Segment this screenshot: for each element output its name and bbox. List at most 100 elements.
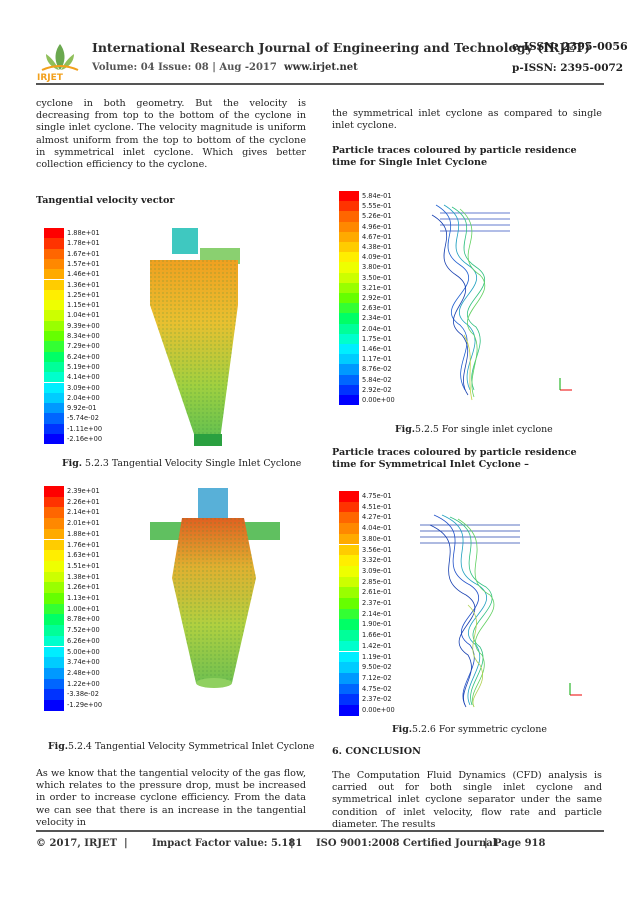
colorbar-label: 1.90e-01 (362, 620, 392, 629)
colorbar-label: 5.26e-01 (362, 212, 392, 221)
colorbar-label: 5.19e+00 (67, 362, 100, 371)
colorbar-label: 2.37e-02 (362, 695, 392, 704)
colorbar-swatch (44, 635, 64, 647)
colorbar-label: 3.50e-01 (362, 273, 392, 282)
footer-separator-2: | (290, 838, 294, 849)
colorbar-label: 3.74e+00 (67, 658, 100, 667)
cyclone-symmetric-tangential-image (150, 488, 280, 688)
colorbar-swatch (339, 191, 359, 202)
colorbar-swatch (44, 571, 64, 583)
colorbar-swatch (339, 587, 359, 598)
colorbar-label: 1.17e-01 (362, 355, 392, 364)
colorbar-label: 7.29e+00 (67, 342, 100, 351)
colorbar-label: 1.19e-01 (362, 652, 392, 661)
colorbar-swatch (339, 512, 359, 524)
colorbar-swatch (44, 667, 64, 679)
journal-title: International Research Journal of Engine… (92, 40, 591, 55)
colorbar-label: -1.11e+00 (67, 424, 103, 433)
colorbar-label: 1.36e+01 (67, 280, 100, 289)
colorbar-swatch (339, 221, 359, 232)
colorbar-swatch (44, 625, 64, 636)
colorbar-swatch (339, 672, 359, 684)
colorbar-swatch (339, 272, 359, 283)
heading-symmetric-inlet-traces: Particle traces coloured by particle res… (332, 447, 577, 471)
colorbar-label: 2.92e-02 (362, 385, 392, 394)
right-paragraph-1: the symmetrical inlet cyclone as compare… (332, 108, 602, 132)
colorbar-swatch (339, 576, 359, 588)
colorbar-swatch (339, 565, 359, 577)
colorbar-label: 2.04e+00 (67, 393, 100, 402)
colorbar-swatch (339, 211, 359, 222)
colorbar-swatch (44, 539, 64, 551)
colorbar-swatch (44, 228, 64, 239)
colorbar-label: 0.00e+00 (362, 396, 395, 404)
colorbar-swatch (339, 662, 359, 673)
colorbar-swatch (339, 555, 359, 566)
colorbar-swatch (339, 262, 359, 273)
colorbar-label: 8.76e-02 (362, 365, 392, 374)
caption-fig-5-2-5: Fig.5.2.5 For single inlet cyclone (395, 424, 553, 435)
colorbar-swatch (44, 413, 64, 424)
colorbar-swatch (339, 705, 359, 716)
colorbar-label: 3.09e+00 (67, 383, 100, 392)
colorbar-swatch (339, 523, 359, 534)
colorbar-label: 1.57e+01 (67, 259, 100, 268)
colorbar-label: 4.67e-01 (362, 232, 392, 241)
colorbar-swatch (339, 640, 359, 652)
colorbar-swatch (44, 678, 64, 690)
colorbar-label: 1.51e+01 (67, 561, 100, 570)
volume-issue: Volume: 04 Issue: 08 | Aug -2017 (92, 62, 277, 73)
colorbar-label: -5.74e-02 (67, 414, 99, 423)
colorbar-label: 2.01e+01 (67, 519, 100, 528)
colorbar-label: 3.80e-01 (362, 263, 392, 272)
colorbar-swatch (339, 683, 359, 695)
colorbar-swatch (44, 372, 64, 383)
colorbar-label: 2.85e-01 (362, 577, 392, 586)
colorbar-label: 9.92e-01 (67, 404, 97, 413)
cyclone-single-tangential-image (150, 228, 240, 446)
colorbar-label: 1.46e-01 (362, 345, 392, 353)
caption-fig-5-2-3: Fig. 5.2.3 Tangential Velocity Single In… (62, 458, 302, 469)
colorbar-label: 2.14e-01 (362, 609, 392, 618)
colorbar-swatch (339, 608, 359, 620)
footer-iso: ISO 9001:2008 Certified Journal (316, 838, 497, 849)
colorbar-label: 1.38e+01 (67, 572, 100, 581)
colorbar-swatch (44, 593, 64, 604)
colorbar-swatch (339, 252, 359, 263)
colorbar-label: 1.42e-01 (362, 641, 392, 650)
colorbar-label: 1.04e+01 (67, 311, 100, 320)
colorbar-label: 4.14e+00 (67, 373, 100, 382)
colorbar-swatch (339, 333, 359, 344)
colorbar-label: 1.26e+01 (67, 583, 100, 592)
colorbar-swatch (44, 320, 64, 331)
colorbar-label: 2.63e-01 (362, 304, 392, 313)
colorbar-swatch (44, 550, 64, 561)
colorbar-label: 2.92e-01 (362, 294, 392, 302)
colorbar-swatch (339, 293, 359, 304)
colorbar-label: 2.48e+00 (67, 668, 100, 677)
colorbar-swatch (44, 486, 64, 497)
colorbar-swatch (44, 496, 64, 508)
colorbar-swatch (44, 331, 64, 342)
conclusion-paragraph: The Computation Fluid Dynamics (CFD) ana… (332, 770, 602, 830)
website-link[interactable]: www.irjet.net (284, 62, 358, 73)
colorbar-swatch (339, 694, 359, 705)
heading-single-inlet-traces: Particle traces coloured by particle res… (332, 145, 577, 169)
colorbar-label: -3.38e-02 (67, 690, 99, 699)
colorbar-swatch (339, 201, 359, 212)
colorbar-label: 1.63e+01 (67, 551, 100, 560)
colorbar-swatch (44, 382, 64, 393)
colorbar-swatch (339, 374, 359, 385)
colorbar-label: 3.21e-01 (362, 283, 392, 292)
colorbar-label: 1.66e-01 (362, 631, 392, 640)
colorbar-swatch (44, 528, 64, 540)
colorbar-swatch (44, 279, 64, 290)
colorbar-label: 1.88e+01 (67, 529, 100, 538)
colorbar-swatch (44, 646, 64, 658)
footer-impact-factor: Impact Factor value: 5.181 (152, 838, 303, 849)
colorbar-swatch (339, 651, 359, 663)
colorbar-label: 1.46e+01 (67, 270, 100, 279)
colorbar-swatch (44, 560, 64, 572)
footer-page-number: Page 918 (494, 838, 546, 849)
colorbar-label: 1.00e+01 (67, 604, 100, 613)
